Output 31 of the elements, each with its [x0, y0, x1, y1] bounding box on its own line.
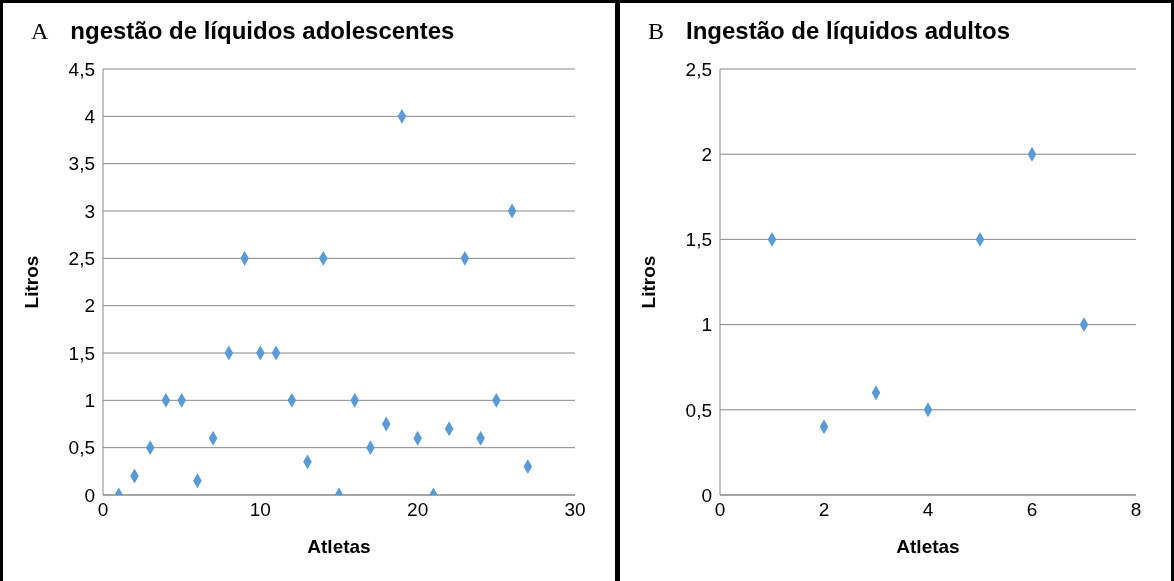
y-tick-label: 1: [84, 390, 95, 412]
y-axis-title: Litros: [20, 255, 42, 309]
x-tick-label: 4: [922, 499, 934, 521]
y-tick-label: 3: [84, 200, 95, 222]
y-tick-label: 1,5: [68, 342, 95, 364]
y-tick-label: 0: [84, 484, 95, 506]
x-tick-label: 10: [249, 499, 271, 521]
x-axis-title: Atletas: [896, 536, 960, 557]
y-tick-label: 0,5: [68, 437, 95, 459]
x-tick-label: 8: [1130, 499, 1142, 521]
chart-title: ngestão de líquidos adolescentes: [70, 17, 455, 45]
chart-title: Ingestão de líquidos adultos: [686, 17, 1011, 45]
y-tick-label: 2,5: [68, 248, 95, 270]
y-tick-label: 3,5: [68, 153, 95, 175]
text: A: [31, 17, 49, 45]
x-axis-title: Atletas: [307, 536, 371, 557]
x-tick-label: 30: [564, 499, 586, 521]
text: B: [648, 17, 665, 45]
y-tick-label: 2,5: [685, 58, 712, 80]
x-tick-label: 2: [818, 499, 830, 521]
y-tick-label: 0: [701, 484, 712, 506]
y-axis-title: Litros: [637, 255, 659, 309]
y-tick-label: 0,5: [685, 399, 712, 421]
x-tick-label: 6: [1026, 499, 1038, 521]
y-tick-label: 4,5: [68, 58, 95, 80]
x-tick-label: 20: [407, 499, 429, 521]
y-tick-label: 1: [701, 314, 712, 336]
y-tick-label: 2: [701, 143, 712, 165]
y-tick-label: 2: [84, 295, 95, 317]
y-tick-label: 4: [84, 106, 96, 128]
y-tick-label: 1,5: [685, 229, 712, 251]
